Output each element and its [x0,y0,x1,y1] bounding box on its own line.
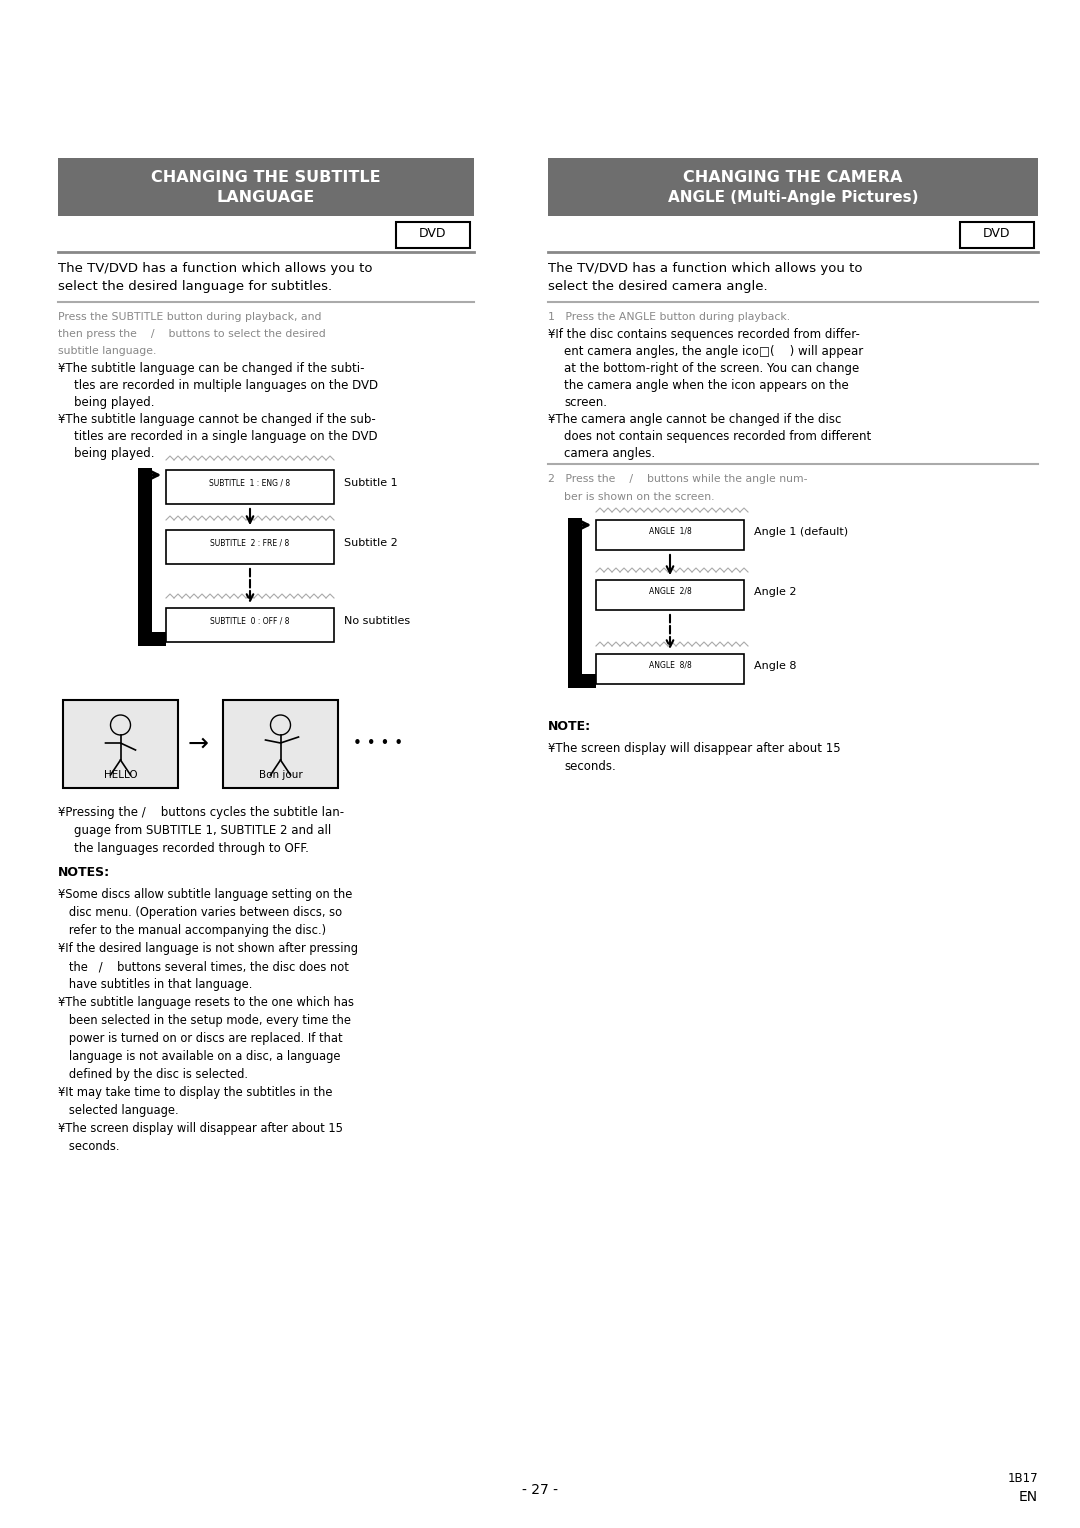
Text: SUBTITLE  1 : ENG / 8: SUBTITLE 1 : ENG / 8 [210,478,291,487]
Bar [960,222,1034,248]
Text: seconds.: seconds. [58,1140,120,1154]
Text: 1B17: 1B17 [1008,1471,1038,1485]
Bar [166,530,334,564]
Text: SUBTITLE  2 : FRE / 8: SUBTITLE 2 : FRE / 8 [211,538,289,547]
Bar [166,608,334,642]
Text: select the desired camera angle.: select the desired camera angle. [548,280,768,293]
Text: ¥The subtitle language can be changed if the subti-: ¥The subtitle language can be changed if… [58,362,365,374]
Text: CHANGING THE CAMERA: CHANGING THE CAMERA [684,170,903,185]
Bar [568,674,596,688]
Bar [396,222,470,248]
Text: the   /    buttons several times, the disc does not: the / buttons several times, the disc do… [58,960,349,973]
Text: NOTE:: NOTE: [548,720,591,733]
Text: Angle 1 (default): Angle 1 (default) [754,527,848,536]
Text: then press the    /    buttons to select the desired: then press the / buttons to select the d… [58,329,326,339]
Text: being played.: being played. [75,396,154,410]
Text: seconds.: seconds. [564,759,616,773]
Text: No subtitles: No subtitles [345,616,410,626]
Text: Angle 2: Angle 2 [754,587,797,597]
Text: ber is shown on the screen.: ber is shown on the screen. [564,492,715,503]
Text: does not contain sequences recorded from different: does not contain sequences recorded from… [564,429,872,443]
Bar [58,157,474,215]
Text: • • • •: • • • • [353,736,403,750]
Text: camera angles.: camera angles. [564,448,656,460]
Text: ¥The screen display will disappear after about 15: ¥The screen display will disappear after… [548,743,840,755]
Text: Angle 8: Angle 8 [754,662,797,671]
Text: CHANGING THE SUBTITLE: CHANGING THE SUBTITLE [151,170,381,185]
Bar [568,518,582,688]
Text: SUBTITLE  0 : OFF / 8: SUBTITLE 0 : OFF / 8 [211,616,289,625]
Text: →: → [188,732,210,756]
Text: Subtitle 1: Subtitle 1 [345,478,397,487]
Bar [548,157,1038,215]
Text: ANGLE (Multi-Angle Pictures): ANGLE (Multi-Angle Pictures) [667,189,918,205]
Text: NOTES:: NOTES: [58,866,110,879]
Text: ANGLE  1/8: ANGLE 1/8 [649,527,691,536]
Text: HELLO: HELLO [104,770,137,779]
Bar [596,520,744,550]
Text: ¥The subtitle language resets to the one which has: ¥The subtitle language resets to the one… [58,996,354,1008]
Bar [63,700,178,788]
Bar [222,700,338,788]
Bar [166,471,334,504]
Text: the languages recorded through to OFF.: the languages recorded through to OFF. [75,842,309,856]
Text: guage from SUBTITLE 1, SUBTITLE 2 and all: guage from SUBTITLE 1, SUBTITLE 2 and al… [75,824,332,837]
Text: subtitle language.: subtitle language. [58,345,157,356]
Text: screen.: screen. [564,396,607,410]
Text: being played.: being played. [75,448,154,460]
Text: ANGLE  2/8: ANGLE 2/8 [649,587,691,596]
Text: power is turned on or discs are replaced. If that: power is turned on or discs are replaced… [58,1031,342,1045]
Text: - 27 -: - 27 - [522,1484,558,1497]
Text: ¥The subtitle language cannot be changed if the sub-: ¥The subtitle language cannot be changed… [58,413,376,426]
Text: The TV/DVD has a function which allows you to: The TV/DVD has a function which allows y… [58,261,373,275]
Text: have subtitles in that language.: have subtitles in that language. [58,978,253,992]
Text: ent camera angles, the angle ico□(    ) will appear: ent camera angles, the angle ico□( ) wil… [564,345,863,358]
Text: ¥It may take time to display the subtitles in the: ¥It may take time to display the subtitl… [58,1086,333,1099]
Text: titles are recorded in a single language on the DVD: titles are recorded in a single language… [75,429,378,443]
Text: language is not available on a disc, a language: language is not available on a disc, a l… [58,1050,340,1063]
Text: ¥The screen display will disappear after about 15: ¥The screen display will disappear after… [58,1122,343,1135]
Text: disc menu. (Operation varies between discs, so: disc menu. (Operation varies between dis… [58,906,342,918]
Text: Press the SUBTITLE button during playback, and: Press the SUBTITLE button during playbac… [58,312,322,322]
Text: ¥If the desired language is not shown after pressing: ¥If the desired language is not shown af… [58,941,357,955]
Text: been selected in the setup mode, every time the: been selected in the setup mode, every t… [58,1015,351,1027]
Text: ¥Some discs allow subtitle language setting on the: ¥Some discs allow subtitle language sett… [58,888,352,902]
Text: DVD: DVD [419,228,447,240]
Text: refer to the manual accompanying the disc.): refer to the manual accompanying the dis… [58,924,326,937]
Bar [138,468,152,646]
Text: 2   Press the    /    buttons while the angle num-: 2 Press the / buttons while the angle nu… [548,474,808,484]
Text: tles are recorded in multiple languages on the DVD: tles are recorded in multiple languages … [75,379,378,393]
Text: LANGUAGE: LANGUAGE [217,189,315,205]
Text: EN: EN [1018,1490,1038,1504]
Text: The TV/DVD has a function which allows you to: The TV/DVD has a function which allows y… [548,261,863,275]
Text: at the bottom-right of the screen. You can change: at the bottom-right of the screen. You c… [564,362,860,374]
Text: selected language.: selected language. [58,1105,178,1117]
Text: ¥If the disc contains sequences recorded from differ-: ¥If the disc contains sequences recorded… [548,329,860,341]
Text: defined by the disc is selected.: defined by the disc is selected. [58,1068,248,1080]
Bar [138,633,166,646]
Text: select the desired language for subtitles.: select the desired language for subtitle… [58,280,333,293]
Text: Bon jour: Bon jour [258,770,302,779]
Text: ANGLE  8/8: ANGLE 8/8 [649,662,691,669]
Text: DVD: DVD [983,228,1011,240]
Text: the camera angle when the icon appears on the: the camera angle when the icon appears o… [564,379,849,393]
Text: ¥Pressing the /    buttons cycles the subtitle lan-: ¥Pressing the / buttons cycles the subti… [58,805,345,819]
Bar [596,654,744,685]
Text: Subtitle 2: Subtitle 2 [345,538,397,549]
Text: 1   Press the ANGLE button during playback.: 1 Press the ANGLE button during playback… [548,312,791,322]
Bar [596,581,744,610]
Text: ¥The camera angle cannot be changed if the disc: ¥The camera angle cannot be changed if t… [548,413,841,426]
